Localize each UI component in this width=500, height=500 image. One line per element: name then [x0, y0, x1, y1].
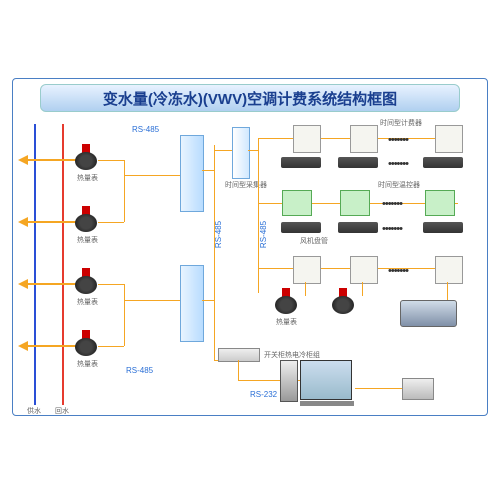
bus-line: [362, 282, 363, 296]
fan-coil: [423, 222, 463, 233]
valve-label: 热量表: [77, 173, 98, 183]
bus-line: [305, 282, 306, 296]
bus-line: [98, 160, 124, 161]
heat-meter-valve: [75, 152, 97, 170]
printer: [402, 378, 434, 400]
fancoil-label: 风机盘管: [300, 236, 328, 246]
fan-coil: [338, 222, 378, 233]
bus-line: [98, 222, 124, 223]
flow-arrow: [18, 155, 28, 165]
arrow-line: [28, 283, 76, 285]
host-computer: [300, 360, 354, 406]
heat-meter-box: [293, 256, 321, 284]
ellipsis: •••••••: [388, 134, 408, 146]
valve-unit: [275, 296, 297, 314]
time-meter: [350, 125, 378, 153]
valve-unit: [332, 296, 354, 314]
control-cabinet: [180, 135, 204, 212]
bus-line: [447, 282, 448, 300]
ellipsis: •••••••: [382, 198, 402, 210]
rs485-label: RS-485: [132, 125, 159, 134]
bus-line: [202, 170, 214, 171]
fan-coil: [338, 157, 378, 168]
bus-line: [214, 360, 218, 361]
ellipsis: •••••••: [388, 158, 408, 170]
ellipsis: •••••••: [388, 265, 408, 277]
bus-line: [124, 160, 125, 222]
row3-label: 热量表: [276, 317, 297, 327]
time-meter: [435, 125, 463, 153]
bus-line: [248, 150, 258, 151]
switch-module: [218, 348, 260, 362]
bus-line: [124, 284, 125, 346]
bus-line: [98, 346, 124, 347]
backbone-bus-2: [258, 138, 259, 293]
bus-line: [124, 175, 180, 176]
rs232-label: RS-232: [250, 390, 277, 399]
diagram-title: 变水量(冷冻水)(VWV)空调计费系统结构框图: [40, 84, 460, 112]
fan-coil: [281, 222, 321, 233]
bus-line: [355, 388, 402, 389]
row2-label: 时间型温控器: [378, 180, 420, 190]
collector-label: 时间型采集器: [225, 180, 267, 190]
heat-meter-box: [350, 256, 378, 284]
bus-line: [124, 300, 180, 301]
chiller-unit: [400, 300, 457, 327]
bus-line: [214, 150, 232, 151]
arrow-line: [28, 345, 76, 347]
valve-label: 热量表: [77, 297, 98, 307]
bus-line: [238, 360, 239, 380]
bus-line: [202, 300, 214, 301]
row1-label: 时间型计费器: [380, 118, 422, 128]
supply-pipe: [34, 124, 36, 405]
time-collector: [232, 127, 250, 179]
bus-line: [98, 284, 124, 285]
fan-coil: [281, 157, 321, 168]
rs485-label: RS-485: [126, 366, 153, 375]
thermostat: [425, 190, 455, 216]
control-cabinet: [180, 265, 204, 342]
modules-label: 开关柜热电冷柜组: [264, 350, 320, 360]
return-pipe: [62, 124, 64, 405]
supply-label: 供水: [27, 406, 41, 416]
valve-label: 热量表: [77, 235, 98, 245]
flow-arrow: [18, 217, 28, 227]
heat-meter-valve: [75, 276, 97, 294]
rs485-label: RS-485: [214, 221, 223, 248]
valve-label: 热量表: [77, 359, 98, 369]
heat-meter-valve: [75, 214, 97, 232]
thermostat: [282, 190, 312, 216]
ellipsis: •••••••: [382, 223, 402, 235]
flow-arrow: [18, 279, 28, 289]
flow-arrow: [18, 341, 28, 351]
return-label: 回水: [55, 406, 69, 416]
thermostat: [340, 190, 370, 216]
backbone-bus: [214, 145, 215, 360]
heat-meter-box: [435, 256, 463, 284]
heat-meter-valve: [75, 338, 97, 356]
arrow-line: [28, 221, 76, 223]
arrow-line: [28, 159, 76, 161]
time-meter: [293, 125, 321, 153]
fan-coil: [423, 157, 463, 168]
rs485-label: RS-485: [259, 221, 268, 248]
